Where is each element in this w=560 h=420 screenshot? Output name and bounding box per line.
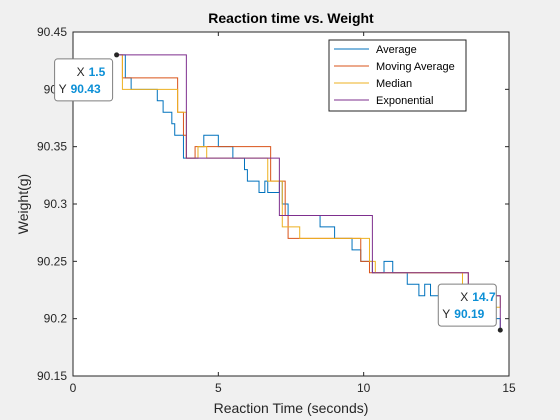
y-tick-label: 90.15 (37, 369, 67, 383)
y-axis-label: Weight(g) (15, 174, 31, 234)
legend-item-label: Median (376, 78, 412, 90)
datatip-marker[interactable] (497, 327, 503, 333)
datatip[interactable]: X 14.7 Y 90.19 (437, 283, 503, 333)
x-tick-label: 10 (357, 381, 371, 395)
legend-item-label: Exponential (376, 95, 434, 107)
y-tick-label: 90.2 (44, 312, 68, 326)
x-tick-label: 15 (502, 381, 516, 395)
datatip[interactable]: X 1.5 Y 90.43 (54, 52, 120, 102)
legend-item-label: Moving Average (376, 61, 455, 73)
datatip-x-key: X (460, 290, 468, 304)
datatip-box (54, 58, 114, 102)
x-axis-label: Reaction Time (seconds) (214, 400, 369, 416)
datatip-marker[interactable] (114, 52, 120, 58)
y-tick-label: 90.3 (44, 197, 68, 211)
datatip-y-value: 90.43 (71, 82, 101, 96)
datatip-x-value: 1.5 (89, 65, 106, 79)
y-tick-label: 90.25 (37, 254, 67, 268)
datatip-y-key: Y (442, 307, 450, 321)
datatip-y-key: Y (59, 82, 67, 96)
x-tick-label: 5 (215, 381, 222, 395)
datatips-layer: X 1.5 Y 90.43 X 14.7 Y 90.19 (54, 52, 503, 333)
legend[interactable]: Average Moving Average Median Exponential (328, 39, 467, 112)
chart-title: Reaction time vs. Weight (208, 10, 374, 26)
datatip-x-key: X (77, 65, 85, 79)
legend-box (328, 39, 467, 112)
datatip-x-value: 14.7 (472, 290, 496, 304)
legend-item-label: Average (376, 44, 417, 56)
y-tick-label: 90.35 (37, 140, 67, 154)
datatip-y-value: 90.19 (454, 307, 484, 321)
y-tick-label: 90.45 (37, 25, 67, 39)
datatip-box (437, 283, 497, 327)
x-tick-label: 0 (70, 381, 77, 395)
